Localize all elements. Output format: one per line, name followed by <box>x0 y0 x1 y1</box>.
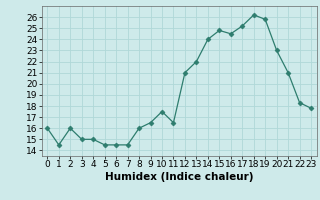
X-axis label: Humidex (Indice chaleur): Humidex (Indice chaleur) <box>105 172 253 182</box>
